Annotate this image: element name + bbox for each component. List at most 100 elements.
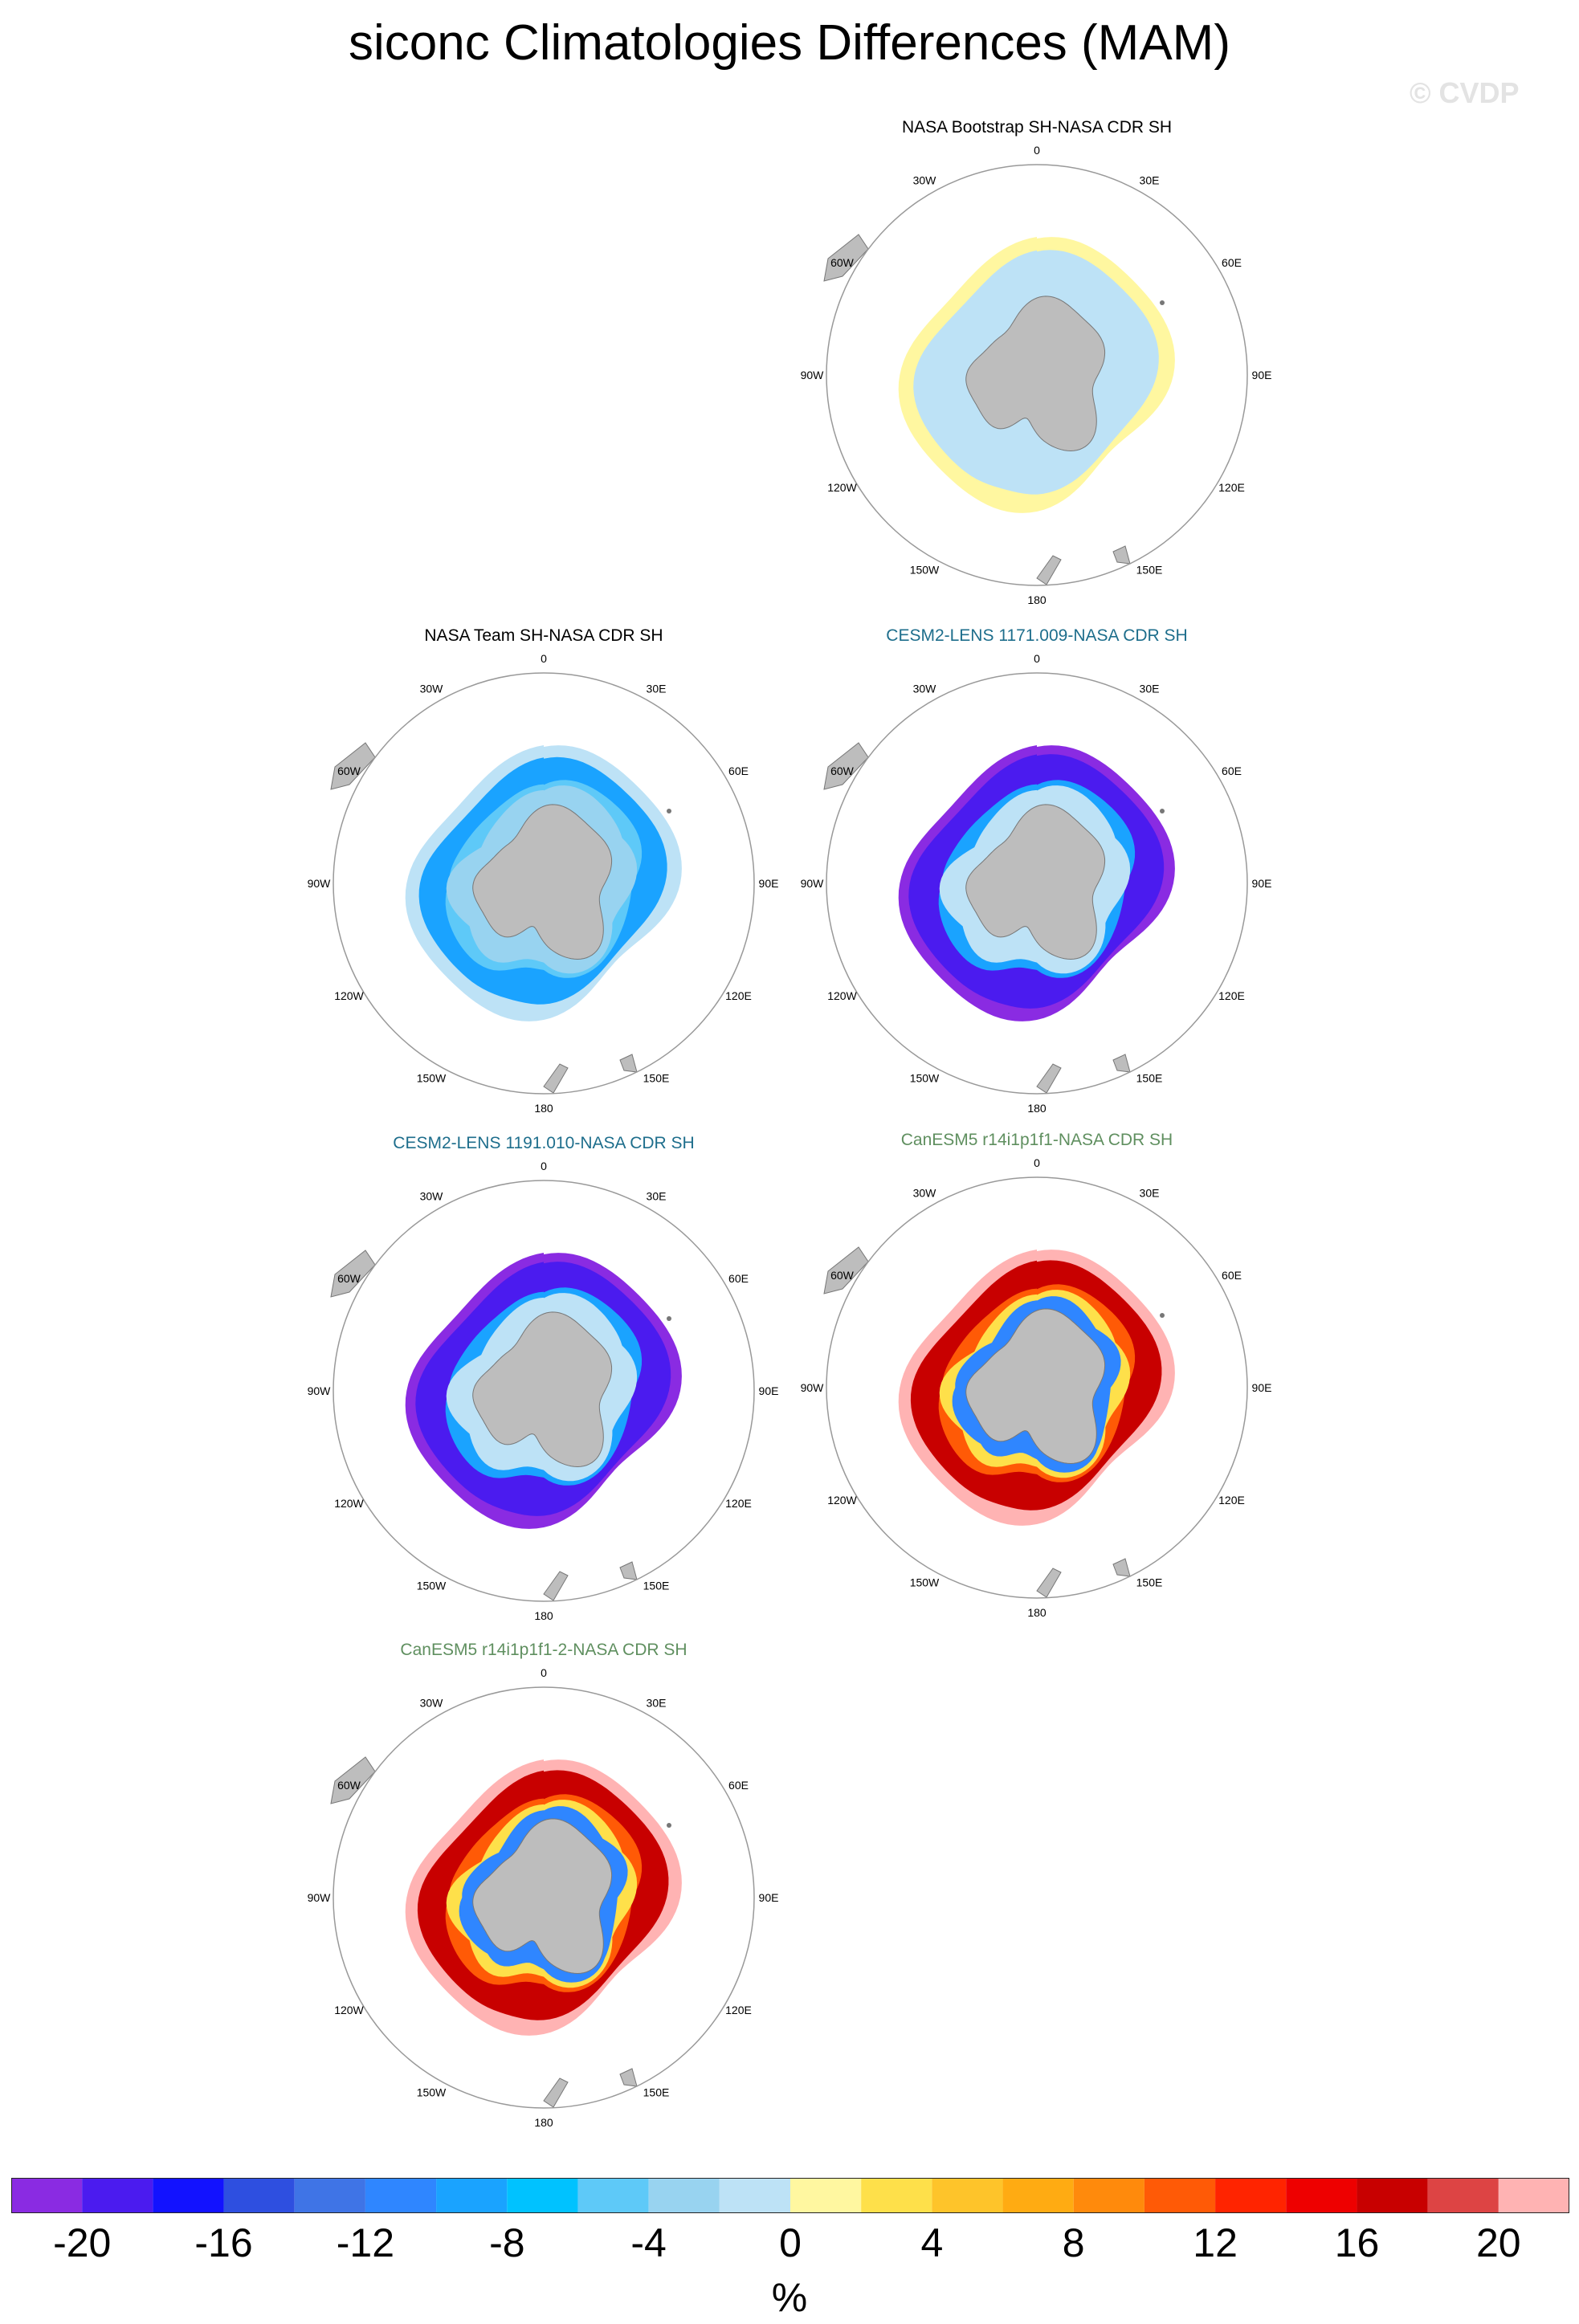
map-panel-nasa-bootstrap: NASA Bootstrap SH-NASA CDR SH 0 30E 60E 90E… — [796, 118, 1278, 616]
longitude-label: 120E — [725, 989, 752, 1002]
antarctica-landmass — [965, 804, 1106, 960]
polar-map: 0 30E 60E 90E 120E 150E 180 150W 120W 90W 60W 30W — [801, 1156, 1272, 1619]
polar-map: 0 30E 60E 90E 120E 150E 180 150W 120W 90W 60W 30W — [801, 144, 1272, 606]
longitude-label: 30W — [913, 174, 937, 187]
watermark-logo: © CVDP — [1410, 76, 1520, 109]
map-panel-canesm5-b: CanESM5 r14i1p1f1-2-NASA CDR SH 0 30E 60E 9… — [303, 1641, 785, 2138]
longitude-label: 180 — [1027, 1606, 1047, 1619]
longitude-label: 30E — [647, 1697, 667, 1710]
colorbar-swatch — [577, 2178, 649, 2213]
colorbar-swatch — [790, 2178, 862, 2213]
main-title: siconc Climatologies Differences (MAM) — [349, 15, 1230, 71]
longitude-label: 30W — [420, 1190, 444, 1203]
new-zealand-landmass — [543, 1571, 569, 1601]
colorbar-swatch — [11, 2178, 83, 2213]
map-panel-cesm2-1171: CESM2-LENS 1171.009-NASA CDR SH 0 30E 60E 9… — [796, 626, 1278, 1124]
south-america-landmass — [330, 1756, 376, 1804]
tasmania-landmass — [1112, 1054, 1131, 1073]
longitude-label: 60W — [337, 764, 361, 777]
south-america-landmass — [330, 1250, 376, 1298]
south-america-landmass — [823, 1246, 869, 1295]
colorbar-swatch — [648, 2178, 720, 2213]
longitude-label: 120E — [725, 2004, 752, 2016]
longitude-label: 60E — [1222, 764, 1242, 777]
colorbar-tick-label: 20 — [1476, 2220, 1521, 2265]
longitude-label: 120W — [827, 481, 857, 494]
kerguelen-island — [1160, 1313, 1165, 1318]
colorbar-swatch — [223, 2178, 295, 2213]
map-boundary — [826, 1176, 1248, 1599]
map-boundary — [826, 164, 1248, 586]
tasmania-landmass — [1112, 1558, 1131, 1577]
map-boundary — [333, 1180, 755, 1602]
longitude-label: 120E — [1218, 481, 1245, 494]
longitude-label: 30E — [647, 683, 667, 695]
longitude-label: 120W — [334, 2004, 364, 2016]
antarctica-landmass — [965, 296, 1106, 452]
kerguelen-island — [667, 1316, 671, 1321]
tasmania-landmass — [1112, 545, 1131, 565]
longitude-label: 150W — [910, 1576, 940, 1589]
panel-title: CanESM5 r14i1p1f1-NASA CDR SH — [900, 1131, 1173, 1149]
longitude-label: 30W — [913, 683, 937, 695]
colorbar-tick-label: 4 — [920, 2220, 943, 2265]
colorbar-swatch — [1215, 2178, 1287, 2213]
longitude-label: 180 — [1027, 593, 1047, 606]
longitude-label: 30W — [913, 1187, 937, 1200]
longitude-label: 60W — [337, 1779, 361, 1792]
panel-title: CESM2-LENS 1191.010-NASA CDR SH — [393, 1134, 695, 1152]
map-boundary — [333, 672, 755, 1095]
longitude-label: 120E — [1218, 989, 1245, 1002]
colorbar-swatch — [1427, 2178, 1499, 2213]
longitude-label: 120W — [827, 1494, 857, 1507]
longitude-label: 60W — [830, 256, 855, 269]
longitude-label: 30W — [420, 683, 444, 695]
longitude-label: 0 — [1034, 652, 1040, 665]
longitude-label: 150E — [643, 1072, 670, 1085]
longitude-label: 60W — [830, 764, 855, 777]
longitude-label: 60E — [728, 1779, 749, 1792]
longitude-label: 150W — [417, 2086, 447, 2099]
longitude-label: 120W — [334, 1497, 364, 1510]
longitude-label: 150E — [643, 2086, 670, 2099]
longitude-label: 90W — [308, 1891, 332, 1904]
longitude-label: 120W — [334, 989, 364, 1002]
map-panel-nasa-team: NASA Team SH-NASA CDR SH 0 30E 60E 90E 120E 1… — [303, 626, 785, 1124]
colorbar-frame — [11, 2178, 1569, 2213]
map-boundary — [333, 1686, 755, 2109]
colorbar-swatch — [436, 2178, 508, 2213]
panel-title: CanESM5 r14i1p1f1-2-NASA CDR SH — [400, 1641, 687, 1659]
polar-map: 0 30E 60E 90E 120E 150E 180 150W 120W 90W 60W 30W — [308, 652, 779, 1115]
longitude-label: 60E — [728, 1272, 749, 1285]
longitude-label: 0 — [541, 652, 547, 665]
longitude-label: 150E — [643, 1580, 670, 1592]
new-zealand-landmass — [543, 2077, 569, 2108]
longitude-label: 90W — [801, 877, 825, 890]
antarctica-landmass — [965, 1308, 1106, 1465]
longitude-label: 150W — [417, 1580, 447, 1592]
polar-map: 0 30E 60E 90E 120E 150E 180 150W 120W 90W 60W 30W — [308, 1160, 779, 1622]
colorbar-swatch — [1073, 2178, 1144, 2213]
longitude-label: 120E — [1218, 1494, 1245, 1507]
new-zealand-landmass — [543, 1063, 569, 1094]
longitude-label: 0 — [1034, 144, 1040, 157]
longitude-label: 180 — [1027, 1102, 1047, 1115]
longitude-label: 60E — [728, 764, 749, 777]
colorbar-tick-label: -20 — [53, 2220, 111, 2265]
polar-map: 0 30E 60E 90E 120E 150E 180 150W 120W 90W 60W 30W — [801, 652, 1272, 1115]
longitude-label: 30E — [1140, 174, 1160, 187]
colorbar-swatch — [507, 2178, 578, 2213]
longitude-label: 0 — [541, 1160, 547, 1172]
colorbar-tick-label: -16 — [194, 2220, 252, 2265]
colorbar-tick-label: 8 — [1063, 2220, 1085, 2265]
map-panel-cesm2-1191: CESM2-LENS 1191.010-NASA CDR SH 0 30E 60E 9… — [303, 1134, 785, 1632]
longitude-label: 120E — [725, 1497, 752, 1510]
colorbar-swatch — [1357, 2178, 1428, 2213]
south-america-landmass — [823, 742, 869, 790]
colorbar-swatch — [365, 2178, 437, 2213]
longitude-label: 30E — [1140, 1187, 1160, 1200]
longitude-label: 90E — [759, 877, 779, 890]
colorbar-tick-label: 12 — [1193, 2220, 1238, 2265]
polar-map: 0 30E 60E 90E 120E 150E 180 150W 120W 90W 60W 30W — [308, 1666, 779, 2129]
new-zealand-landmass — [1036, 1063, 1062, 1094]
